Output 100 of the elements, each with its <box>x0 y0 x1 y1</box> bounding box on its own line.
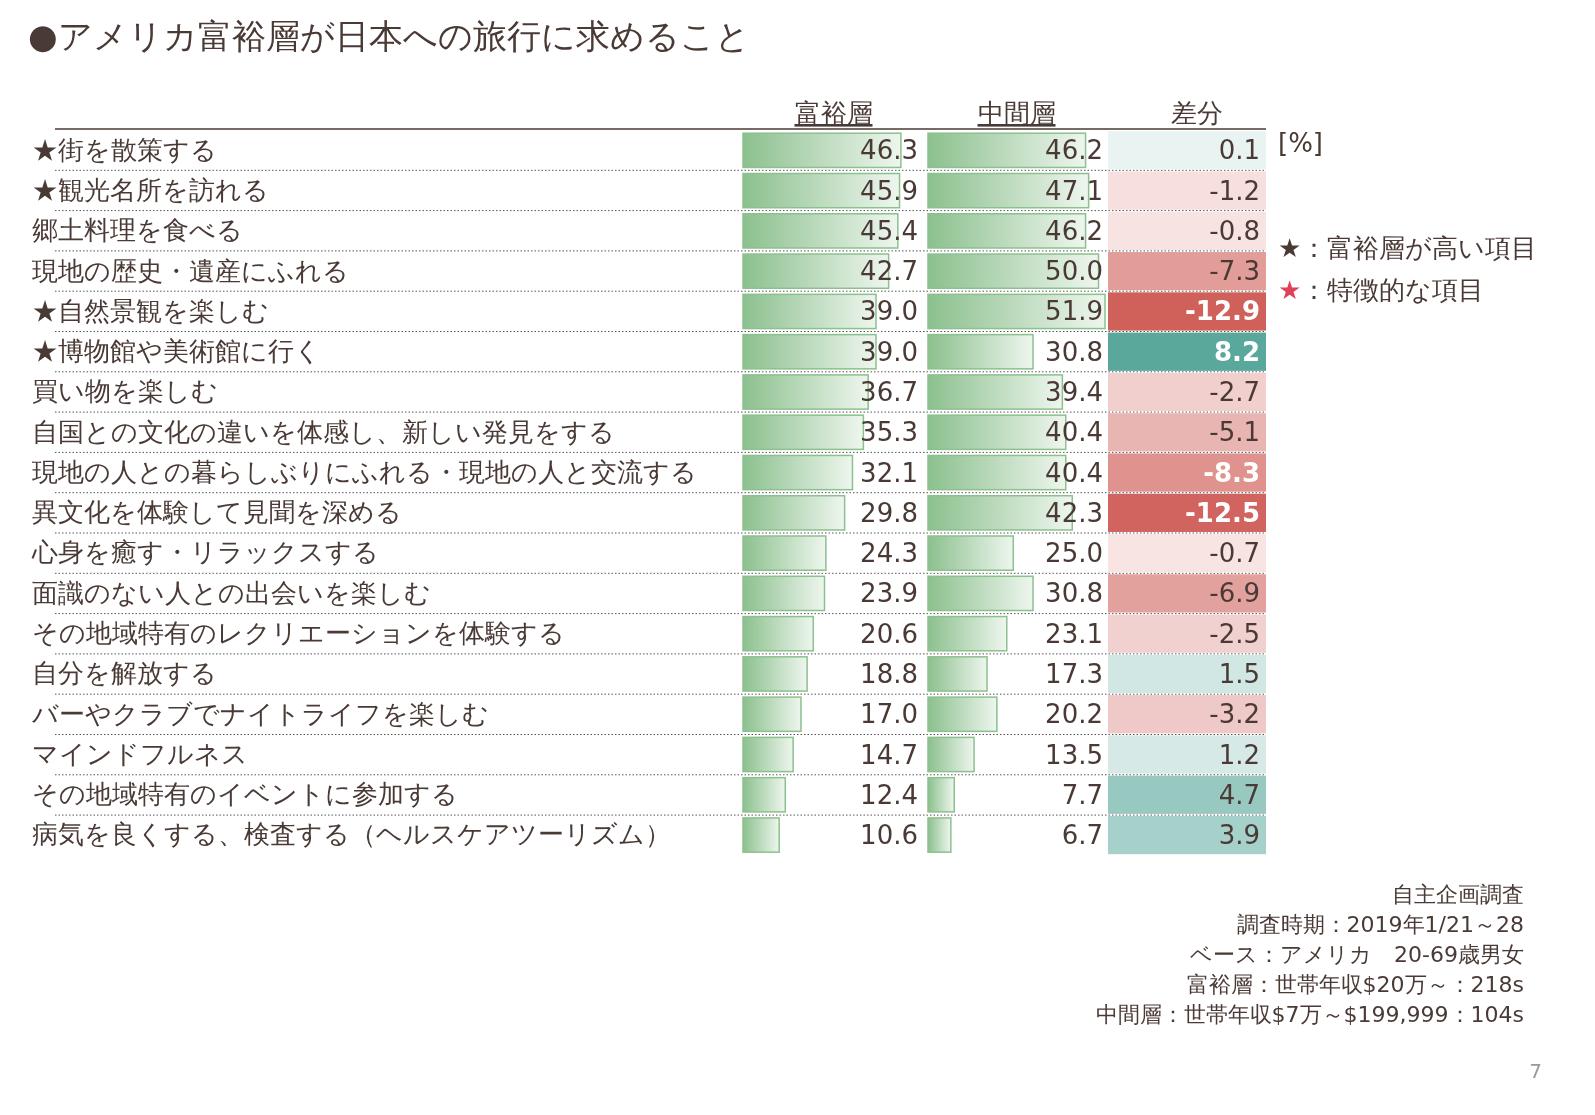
data-label: 0.1 <box>1218 135 1260 166</box>
y-tick-label: ★観光名所を訪れる <box>32 174 269 205</box>
bar <box>742 656 808 692</box>
data-label: 39.0 <box>860 336 918 367</box>
bar <box>742 736 794 773</box>
data-label: 30.8 <box>1045 336 1103 367</box>
text: ベース：アメリカ 20-69歳男女 <box>1190 942 1524 967</box>
data-label: -12.5 <box>1185 497 1260 528</box>
bar <box>927 535 1015 571</box>
text: 自主企画調査 <box>1392 882 1524 907</box>
data-label: 42.7 <box>860 256 918 287</box>
data-label: -1.2 <box>1209 175 1260 206</box>
data-label: 14.7 <box>860 739 918 770</box>
data-label: 32.1 <box>860 457 918 488</box>
data-label: 46.2 <box>1045 135 1103 166</box>
data-label: -0.8 <box>1209 215 1260 246</box>
data-label: -7.3 <box>1209 256 1260 287</box>
bar <box>742 817 780 853</box>
data-label: 29.8 <box>860 497 918 528</box>
data-label: -6.9 <box>1209 578 1260 609</box>
bar <box>927 575 1034 612</box>
y-tick-label: ★街を散策する <box>32 134 217 165</box>
bar <box>927 656 988 692</box>
data-label: 24.3 <box>860 538 918 569</box>
data-label: 17.0 <box>860 699 918 730</box>
y-tick-label: 面識のない人との出会いを楽しむ <box>32 577 431 608</box>
data-label: 13.5 <box>1045 739 1103 770</box>
y-tick-label: 心身を癒す・リラックスする <box>31 537 379 568</box>
y-tick-label: 買い物を楽しむ <box>32 376 218 407</box>
data-label: 46.2 <box>1045 215 1103 246</box>
bar <box>742 454 854 491</box>
data-label: 1.2 <box>1218 739 1260 770</box>
y-tick-label: 現地の人との暮らしぶりにふれる・現地の人と交流する <box>32 456 697 487</box>
data-label: 20.6 <box>860 618 918 649</box>
y-tick-label: 郷土料理を食べる <box>32 215 243 246</box>
data-label: 4.7 <box>1218 779 1260 810</box>
text: ★：富裕層が高い項目 <box>1278 233 1538 263</box>
bar <box>742 696 802 733</box>
bar <box>742 494 846 531</box>
data-label: -0.7 <box>1209 538 1260 569</box>
data-label: 36.7 <box>860 377 918 408</box>
text: 7 <box>1529 1059 1542 1083</box>
bar <box>927 736 975 773</box>
bar <box>742 776 787 813</box>
data-label: -2.7 <box>1209 377 1260 408</box>
data-label: 47.1 <box>1045 175 1103 206</box>
y-tick-label: ★自然景観を楽しむ <box>32 295 269 326</box>
y-tick-label: マインドフルネス <box>32 738 248 769</box>
text: 中間層：世帯年収$7万～$199,999：104s <box>1095 1002 1524 1027</box>
data-label: -2.5 <box>1209 618 1260 649</box>
y-tick-label: 病気を良くする、検査する（ヘルスケアツーリズム） <box>32 819 671 850</box>
y-tick-label: 自国との文化の違いを体感し、新しい発見をする <box>32 416 615 447</box>
data-label: 23.9 <box>860 578 918 609</box>
data-label: 45.4 <box>860 215 918 246</box>
data-label: 51.9 <box>1045 296 1103 327</box>
data-label: 30.8 <box>1045 578 1103 609</box>
data-label: -12.9 <box>1185 296 1260 327</box>
y-tick-label: ★博物館や美術館に行く <box>32 336 321 367</box>
text: 調査時期：2019年1/21～28 <box>1236 912 1524 937</box>
data-label: 39.0 <box>860 296 918 327</box>
bar <box>742 575 826 612</box>
data-label: -5.1 <box>1209 417 1260 448</box>
bar <box>927 615 1008 652</box>
x-tick-label: 差分 <box>1171 98 1223 128</box>
data-label: 3.9 <box>1218 820 1260 851</box>
data-label: 50.0 <box>1045 256 1103 287</box>
data-label: 10.6 <box>860 820 918 851</box>
text: 富裕層：世帯年収$20万～：218s <box>1186 972 1524 997</box>
data-label: 25.0 <box>1045 538 1103 569</box>
data-label: 6.7 <box>1061 820 1103 851</box>
bar <box>927 333 1034 370</box>
series-label: 富裕層 <box>794 98 873 128</box>
y-tick-label: 現地の歴史・遺産にふれる <box>32 255 349 286</box>
data-label: 1.5 <box>1218 658 1260 689</box>
data-label: 7.7 <box>1061 779 1103 810</box>
series-label: 中間層 <box>977 98 1056 128</box>
text: [%] <box>1278 128 1323 158</box>
data-label: 23.1 <box>1045 618 1103 649</box>
bar <box>927 817 952 853</box>
data-label: -3.2 <box>1209 699 1260 730</box>
data-label: 8.2 <box>1213 336 1260 367</box>
y-tick-label: その地域特有のレクリエーションを体験する <box>32 617 565 648</box>
data-label: -8.3 <box>1203 457 1260 488</box>
bar <box>742 535 827 571</box>
text: ●アメリカ富裕層が日本への旅行に求めること <box>28 16 750 56</box>
y-tick-label: 異文化を体験して見聞を深める <box>32 497 402 528</box>
data-label: 17.3 <box>1045 658 1103 689</box>
bar <box>927 253 1100 290</box>
data-label: 18.8 <box>860 658 918 689</box>
y-tick-label: バーやクラブでナイトライフを楽しむ <box>31 698 489 729</box>
bar <box>927 776 956 813</box>
text: ★：特徴的な項目 <box>1278 275 1485 305</box>
data-label: 45.9 <box>860 175 918 206</box>
data-label: 12.4 <box>860 779 918 810</box>
y-tick-label: その地域特有のイベントに参加する <box>32 779 458 810</box>
bar <box>927 696 998 733</box>
bar <box>742 615 814 652</box>
y-tick-label: 自分を解放する <box>32 658 217 689</box>
data-label: 46.3 <box>860 135 918 166</box>
data-label: 20.2 <box>1045 699 1103 730</box>
